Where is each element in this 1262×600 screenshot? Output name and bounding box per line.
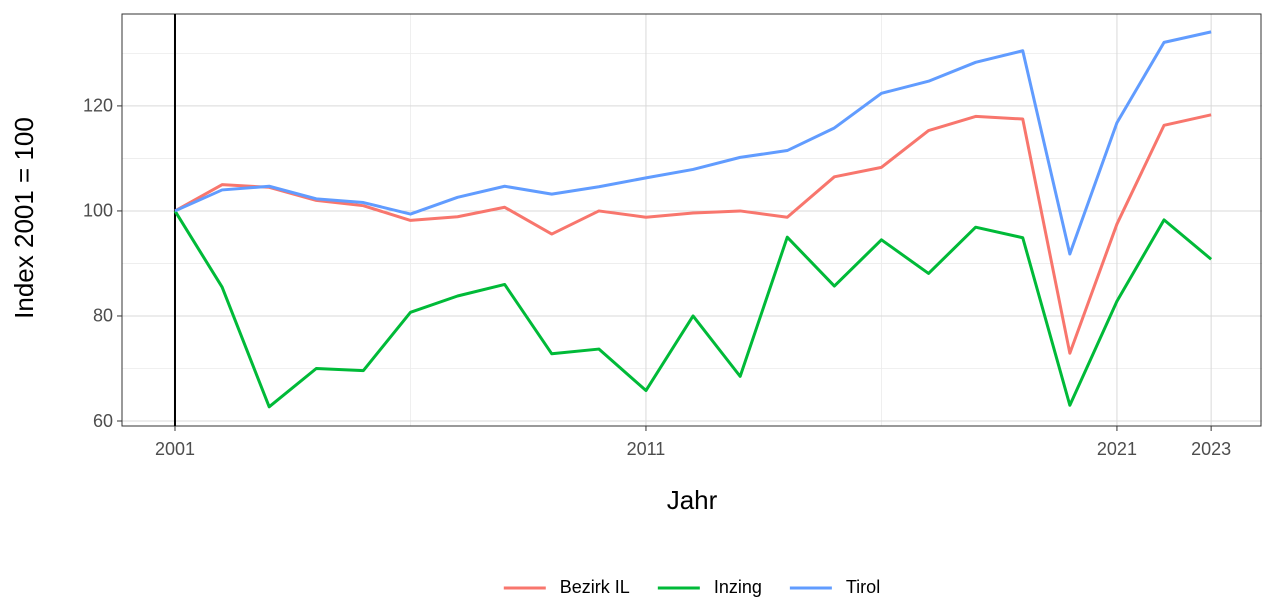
series-line: [173, 210, 1213, 409]
y-tick-label: 100: [83, 201, 113, 221]
x-tick-label: 2011: [627, 439, 666, 459]
series-line: [174, 113, 1212, 355]
series-line: [174, 30, 1212, 256]
y-axis-title: Index 2001 = 100: [9, 117, 39, 319]
legend-label: Tirol: [846, 577, 880, 597]
x-tick-label: 2001: [155, 439, 195, 459]
y-tick-label: 80: [93, 306, 113, 326]
y-tick-label: 120: [83, 96, 113, 116]
plot-border: [121, 13, 1262, 427]
legend-label: Bezirk IL: [560, 577, 630, 597]
x-axis-title: Jahr: [667, 485, 718, 515]
x-tick-label: 2023: [1191, 439, 1231, 459]
x-tick-label: 2021: [1097, 439, 1137, 459]
legend-label: Inzing: [714, 577, 762, 597]
y-tick-label: 60: [93, 411, 113, 431]
